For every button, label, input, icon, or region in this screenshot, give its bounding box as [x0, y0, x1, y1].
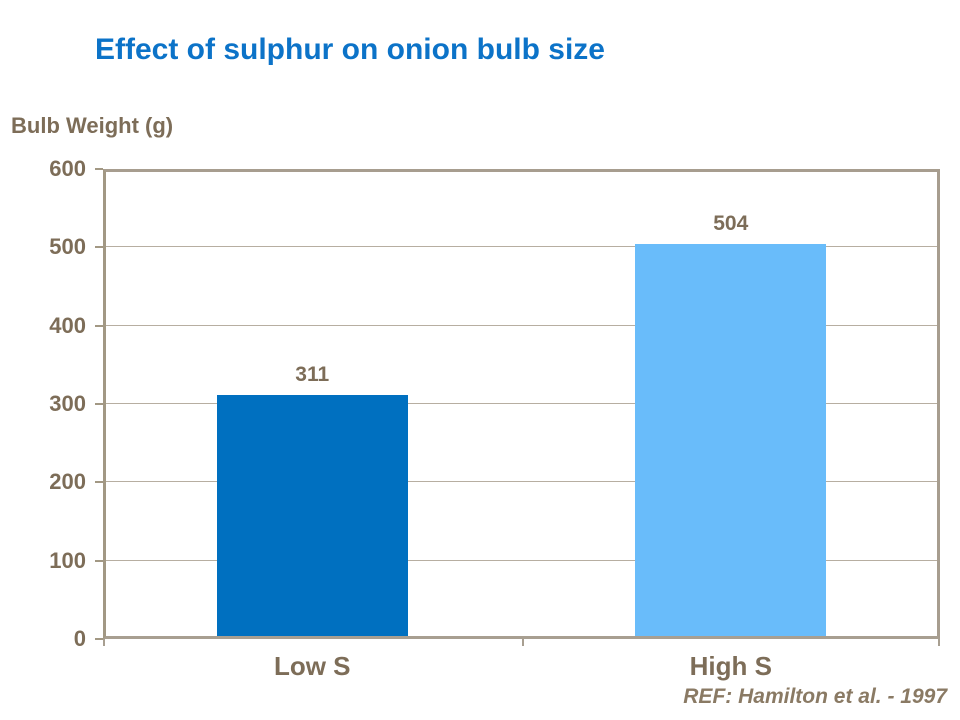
y-tick-mark-200 [95, 481, 103, 484]
gridline-200 [106, 481, 937, 483]
y-tick-mark-0 [95, 638, 103, 640]
y-tick-mark-300 [95, 403, 103, 405]
bar-low-s [216, 395, 408, 636]
y-tick-mark-400 [95, 324, 103, 327]
plot-area [103, 169, 940, 639]
reference-citation: REF: Hamilton et al. - 1997 [683, 685, 947, 708]
bar-high-s [635, 244, 827, 636]
category-label-high-s: High S [689, 651, 772, 681]
y-tick-mark-600 [95, 168, 103, 170]
y-tick-label-300: 300 [49, 391, 86, 416]
y-tick-mark-500 [95, 246, 103, 249]
y-tick-label-600: 600 [49, 156, 86, 181]
gridline-400 [106, 324, 937, 326]
value-label-low-s: 311 [295, 363, 330, 387]
gridline-300 [106, 403, 937, 404]
x-tick-mark-0 [103, 639, 105, 646]
gridline-500 [106, 246, 937, 248]
y-tick-label-500: 500 [49, 234, 86, 260]
y-tick-label-400: 400 [49, 312, 86, 338]
x-tick-mark-2 [938, 639, 940, 646]
x-tick-mark-1 [521, 639, 524, 646]
y-tick-label-0: 0 [73, 626, 86, 651]
y-axis-title: Bulb Weight (g) [11, 113, 174, 138]
y-tick-mark-100 [95, 559, 103, 562]
gridline-100 [106, 559, 937, 561]
chart-title: Effect of sulphur on onion bulb size [95, 33, 605, 66]
value-label-high-s: 504 [713, 212, 749, 236]
y-tick-label-200: 200 [49, 469, 86, 495]
category-label-low-s: Low S [273, 651, 351, 681]
y-tick-label-100: 100 [49, 547, 86, 573]
